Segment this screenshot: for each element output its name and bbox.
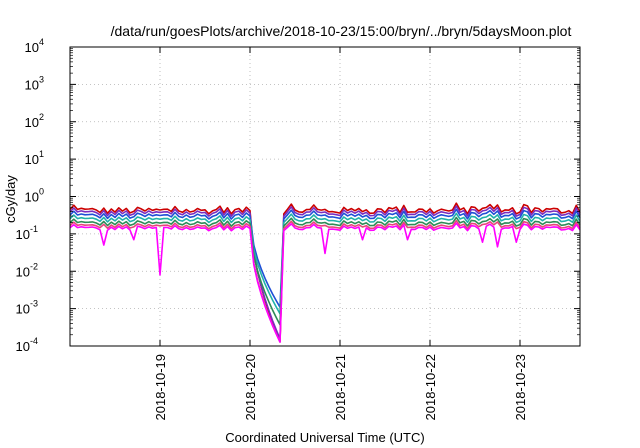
y-tick-label: 10-4	[16, 336, 38, 354]
y-axis-label: cGy/day	[3, 175, 18, 223]
chart-title: /data/run/goesPlots/archive/2018-10-23/1…	[111, 23, 572, 39]
series-line	[69, 216, 581, 326]
series-line	[69, 202, 581, 343]
series-line	[69, 208, 581, 309]
y-tick-label: 102	[25, 112, 44, 130]
x-tick-label: 2018-10-23	[513, 354, 528, 421]
y-tick-label: 10-1	[16, 224, 38, 242]
x-tick-label: 2018-10-20	[243, 354, 258, 421]
x-tick-label: 2018-10-19	[153, 354, 168, 421]
series-line	[69, 205, 581, 340]
y-tick-label: 100	[25, 187, 44, 205]
y-tick-label: 103	[25, 74, 44, 92]
x-tick-label: 2018-10-22	[423, 354, 438, 421]
series-group	[69, 202, 581, 343]
series-line	[69, 212, 581, 315]
grid	[70, 47, 580, 346]
y-axis: 10-4 10-3 10-2 10-1 100 101 102 103 104	[16, 37, 580, 354]
y-tick-label: 101	[25, 149, 44, 167]
y-tick-label: 10-2	[16, 261, 38, 279]
series-line	[69, 222, 581, 343]
x-axis: 2018-10-19 2018-10-20 2018-10-21 2018-10-22…	[153, 47, 528, 421]
y-tick-label: 10-3	[16, 299, 38, 317]
x-axis-label: Coordinated Universal Time (UTC)	[225, 430, 424, 445]
x-tick-label: 2018-10-21	[333, 354, 348, 421]
y-tick-label: 104	[25, 37, 44, 55]
series-line	[69, 219, 581, 343]
